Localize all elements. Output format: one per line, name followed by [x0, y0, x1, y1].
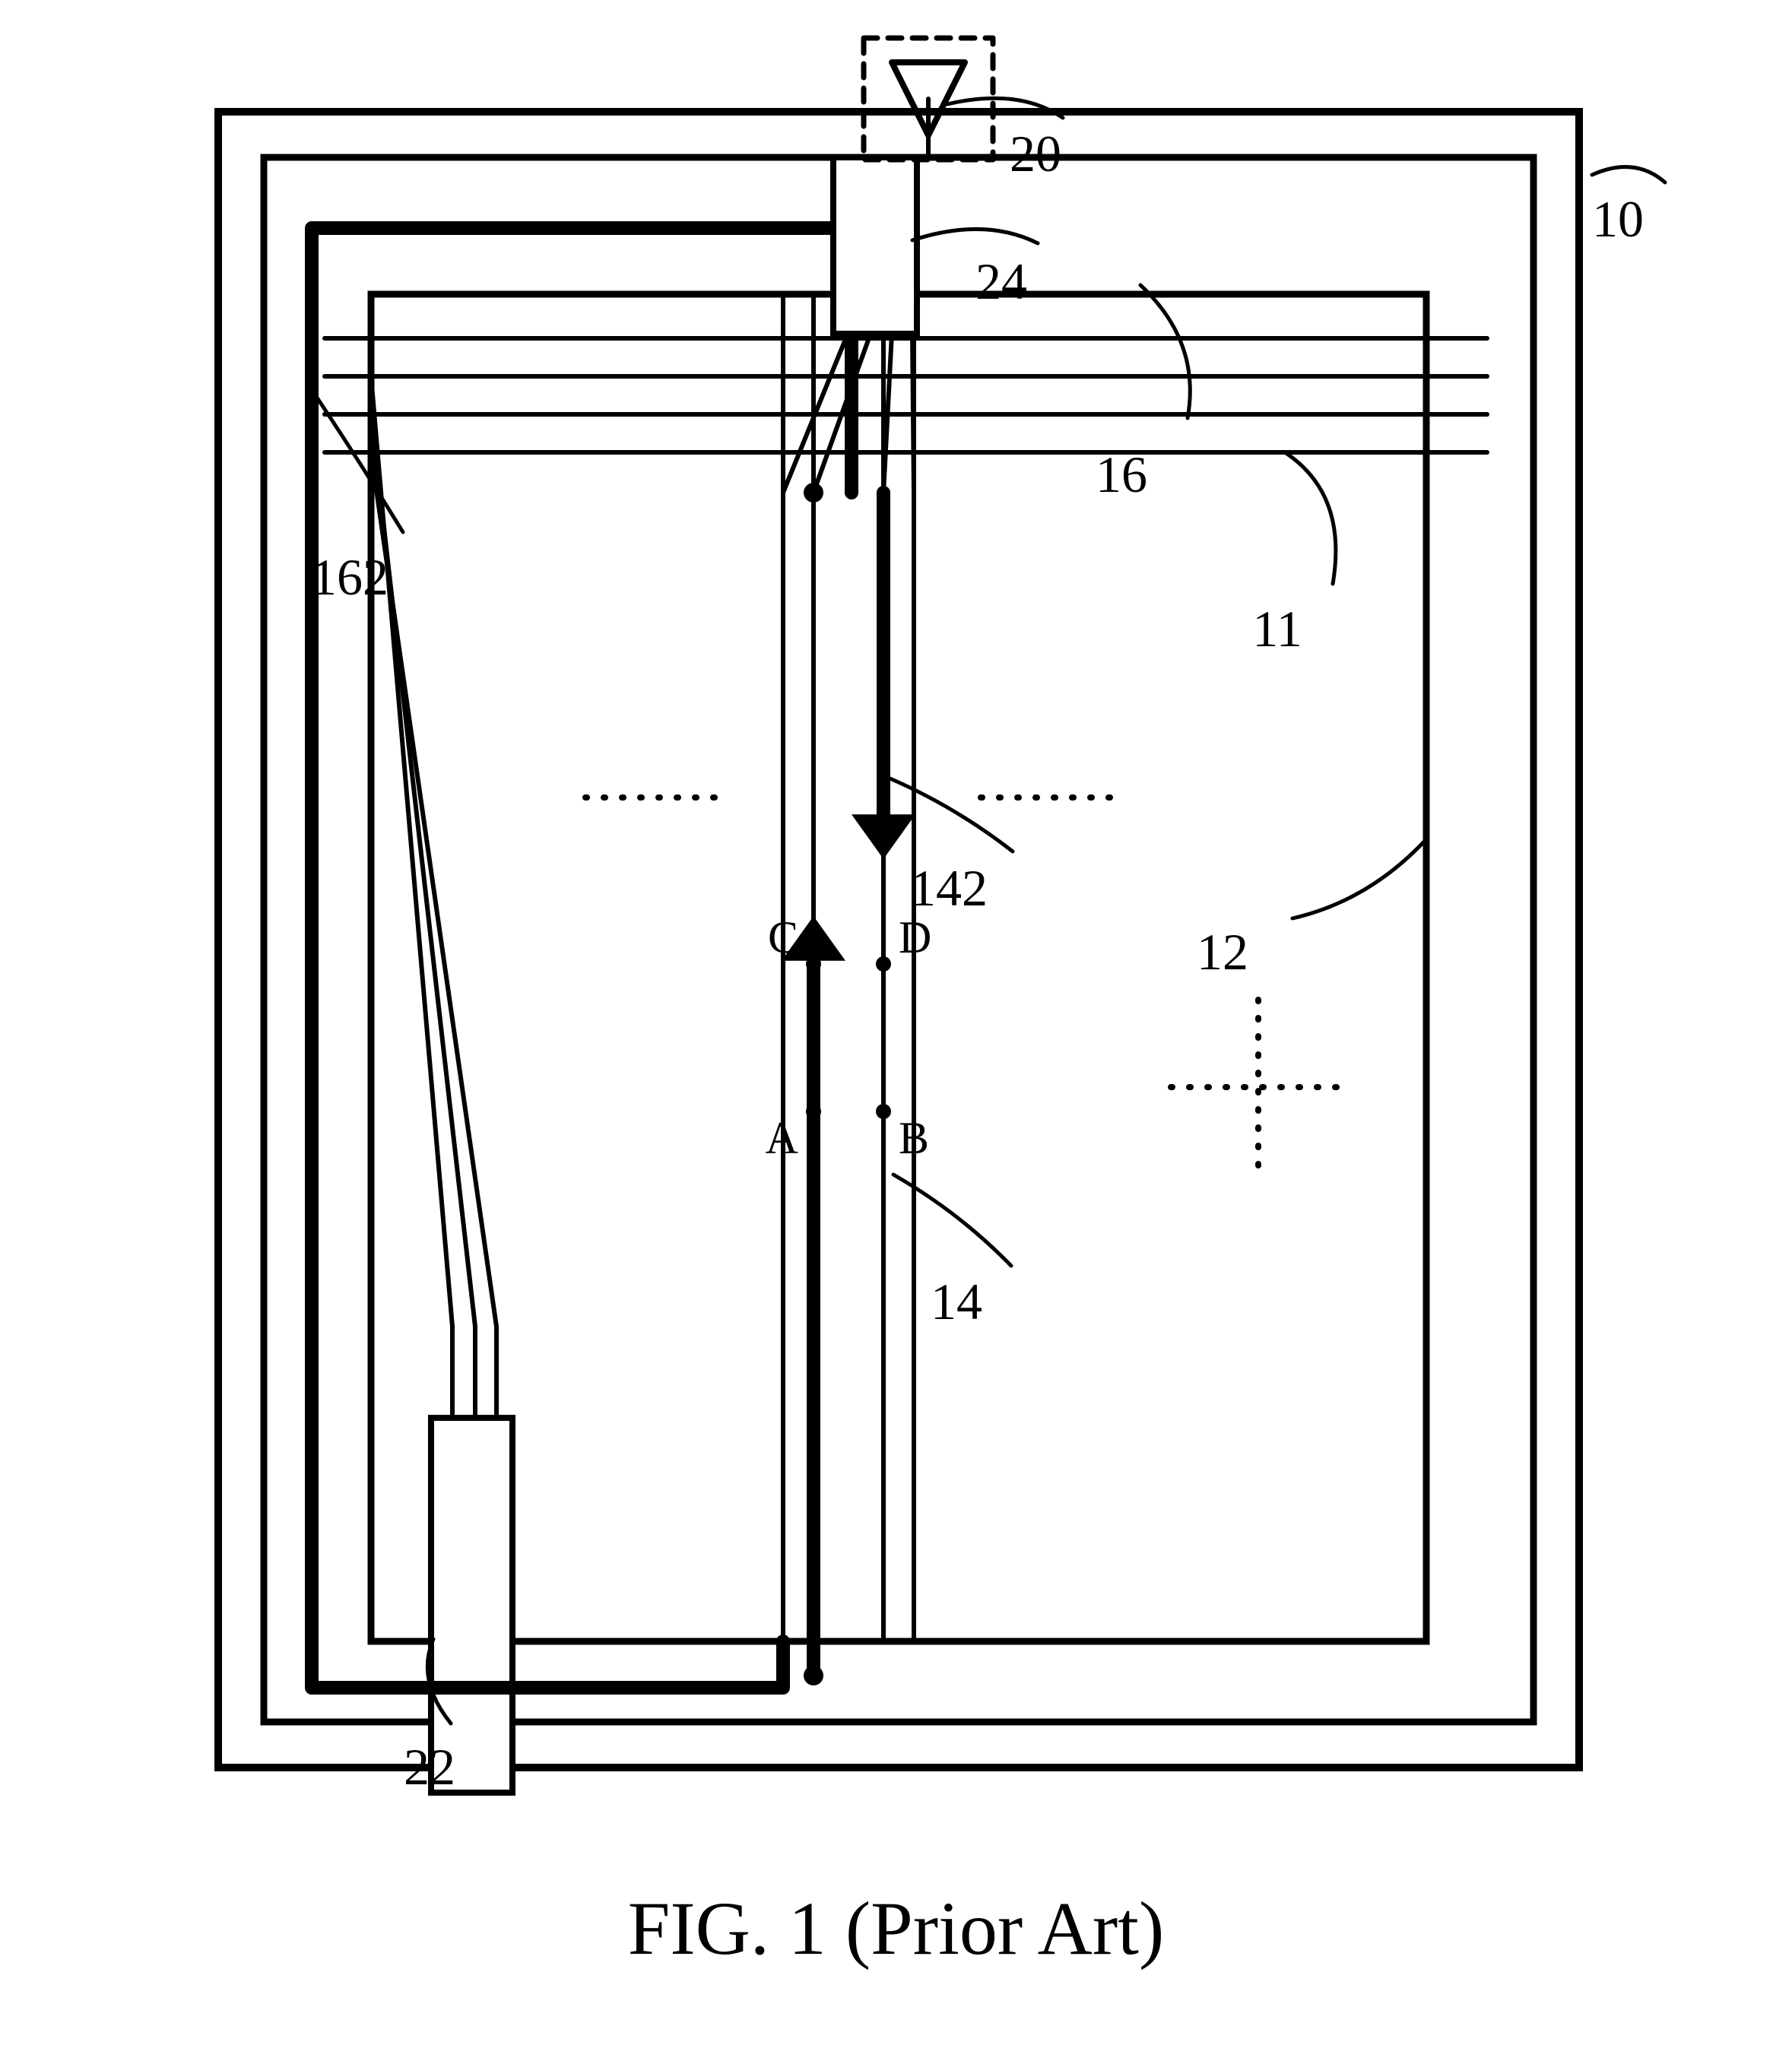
svg-text:20: 20 [1010, 125, 1061, 182]
svg-text:D: D [899, 912, 931, 962]
svg-text:11: 11 [1252, 600, 1302, 658]
svg-text:FIG. 1 (Prior Art): FIG. 1 (Prior Art) [628, 1886, 1165, 1971]
svg-text:B: B [899, 1113, 929, 1163]
svg-text:142: 142 [910, 859, 988, 917]
figure-svg: A B C D 10 20 24 16 11 12 142 14 162 22 FIG. 1 (Prior … [0, 0, 1792, 2061]
svg-text:16: 16 [1096, 445, 1147, 503]
svg-text:10: 10 [1592, 190, 1644, 248]
svg-text:24: 24 [975, 252, 1027, 310]
svg-text:C: C [768, 912, 798, 962]
svg-text:162: 162 [311, 548, 389, 606]
svg-text:22: 22 [404, 1738, 455, 1796]
svg-text:12: 12 [1197, 923, 1248, 981]
svg-text:A: A [766, 1113, 798, 1163]
svg-text:14: 14 [931, 1273, 982, 1330]
